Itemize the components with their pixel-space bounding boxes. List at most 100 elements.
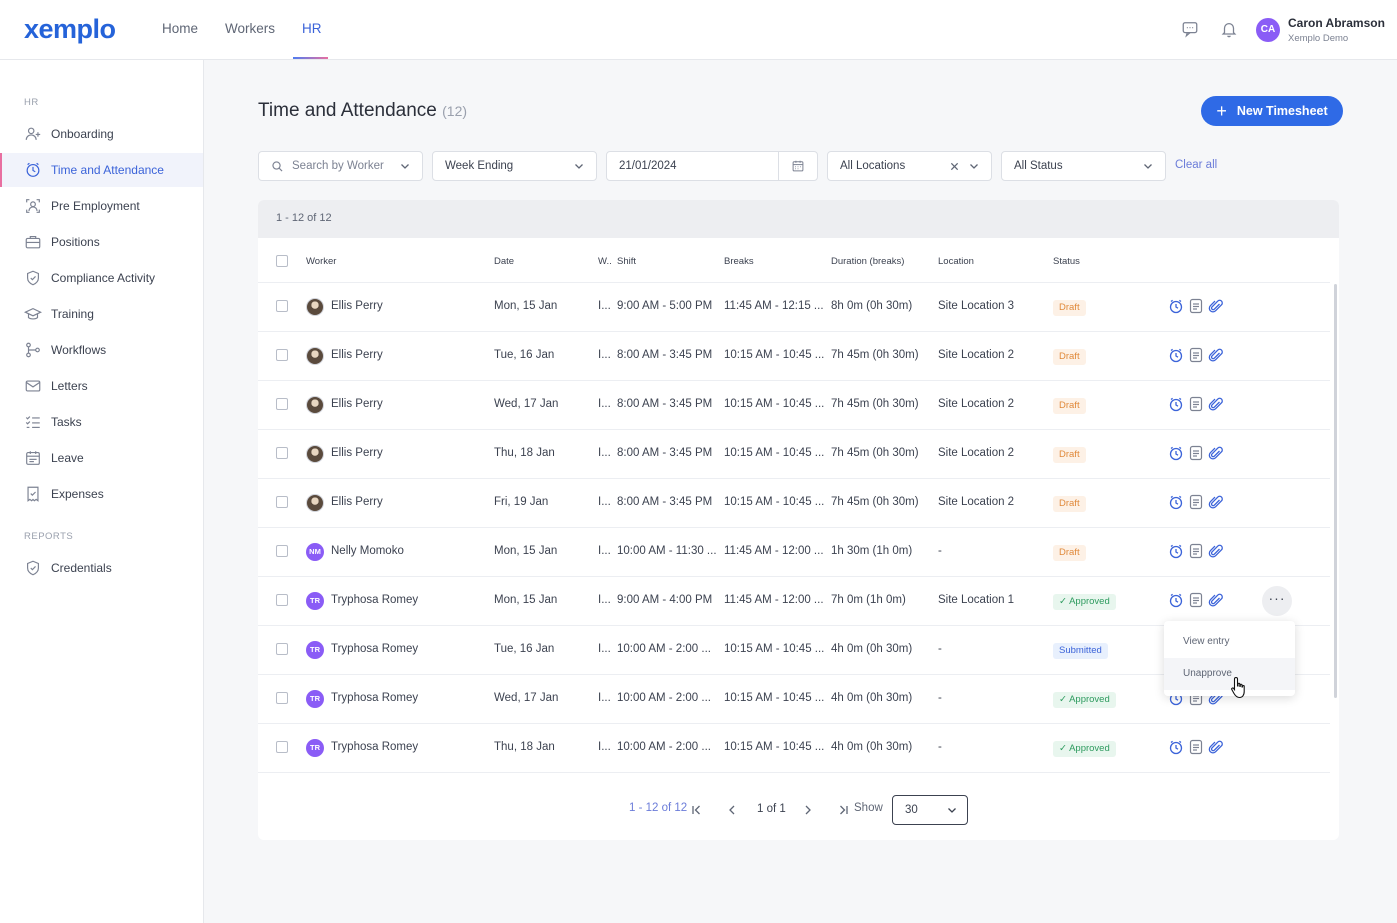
timer-icon[interactable] (1168, 592, 1184, 608)
sidebar-item-label: Compliance Activity (51, 271, 156, 285)
sidebar-item-credentials[interactable]: Credentials (0, 551, 203, 585)
worker-name[interactable]: Ellis Perry (331, 447, 383, 459)
header-worker[interactable]: Worker (306, 256, 337, 267)
header-location[interactable]: Location (938, 256, 974, 267)
document-icon[interactable] (1188, 543, 1204, 559)
worker-name[interactable]: Ellis Perry (331, 496, 383, 508)
row-checkbox[interactable] (276, 447, 288, 459)
next-page-icon[interactable] (802, 804, 814, 816)
attachment-icon[interactable] (1208, 494, 1224, 510)
row-checkbox[interactable] (276, 594, 288, 606)
document-icon[interactable] (1188, 592, 1204, 608)
timer-icon[interactable] (1168, 739, 1184, 755)
clear-location-icon[interactable] (950, 162, 959, 171)
table-scrollbar[interactable] (1334, 284, 1337, 698)
document-icon[interactable] (1188, 396, 1204, 412)
sidebar-item-pre-employment[interactable]: Pre Employment (0, 189, 203, 223)
row-checkbox[interactable] (276, 741, 288, 753)
attachment-icon[interactable] (1208, 445, 1224, 461)
nav-workers[interactable]: Workers (225, 21, 276, 36)
attachment-icon[interactable] (1208, 592, 1224, 608)
table-row[interactable]: Ellis Perry Fri, 19 Jan I... 8:00 AM - 3:45… (258, 479, 1330, 528)
document-icon[interactable] (1188, 298, 1204, 314)
worker-name[interactable]: Ellis Perry (331, 300, 383, 312)
row-checkbox[interactable] (276, 643, 288, 655)
worker-name[interactable]: Tryphosa Romey (331, 692, 419, 704)
menu-item-unapprove[interactable]: Unapprove (1164, 658, 1295, 690)
previous-page-icon[interactable] (726, 804, 738, 816)
row-checkbox[interactable] (276, 300, 288, 312)
sidebar-item-leave[interactable]: Leave (0, 441, 203, 475)
new-timesheet-button[interactable]: + New Timesheet (1201, 96, 1343, 126)
sidebar-item-onboarding[interactable]: Onboarding (0, 117, 203, 151)
row-more-actions-button[interactable]: ··· (1262, 586, 1292, 616)
timer-icon[interactable] (1168, 347, 1184, 363)
row-checkbox[interactable] (276, 398, 288, 410)
row-checkbox[interactable] (276, 349, 288, 361)
row-checkbox[interactable] (276, 545, 288, 557)
sidebar-item-compliance-activity[interactable]: Compliance Activity (0, 261, 203, 295)
worker-name[interactable]: Ellis Perry (331, 398, 383, 410)
table-row[interactable]: TR Tryphosa Romey Thu, 18 Jan I... 10:00 AM … (258, 724, 1330, 773)
bell-icon[interactable] (1220, 20, 1238, 38)
table-row[interactable]: TR Tryphosa Romey Mon, 15 Jan I... 9:00 AM -… (258, 577, 1330, 626)
worker-name[interactable]: Tryphosa Romey (331, 643, 419, 655)
nav-home[interactable]: Home (162, 21, 199, 36)
header-w[interactable]: W.. (598, 256, 612, 267)
week-ending-select[interactable]: Week Ending (432, 151, 597, 181)
timer-icon[interactable] (1168, 298, 1184, 314)
sidebar-item-expenses[interactable]: Expenses (0, 477, 203, 511)
header-shift[interactable]: Shift (617, 256, 637, 267)
chat-icon[interactable] (1181, 20, 1199, 38)
timer-icon[interactable] (1168, 445, 1184, 461)
date-input[interactable]: 21/01/2024 (606, 151, 779, 181)
header-status[interactable]: Status (1053, 256, 1080, 267)
sidebar-item-tasks[interactable]: Tasks (0, 405, 203, 439)
select-all-checkbox[interactable] (276, 255, 288, 267)
page-size-select[interactable]: 30 (892, 795, 968, 825)
worker-name[interactable]: Ellis Perry (331, 349, 383, 361)
sidebar-item-positions[interactable]: Positions (0, 225, 203, 259)
document-icon[interactable] (1188, 347, 1204, 363)
user-avatar[interactable]: CA (1256, 18, 1280, 42)
table-row[interactable]: Ellis Perry Mon, 15 Jan I... 9:00 AM - 5:00… (258, 283, 1330, 332)
sidebar-item-letters[interactable]: Letters (0, 369, 203, 403)
attachment-icon[interactable] (1208, 396, 1224, 412)
worker-name[interactable]: Nelly Momoko (331, 545, 404, 557)
table-row[interactable]: Ellis Perry Tue, 16 Jan I... 8:00 AM - 3:45… (258, 332, 1330, 381)
menu-item-view-entry[interactable]: View entry (1183, 636, 1230, 647)
header-breaks[interactable]: Breaks (724, 256, 754, 267)
row-checkbox[interactable] (276, 496, 288, 508)
table-row[interactable]: Ellis Perry Wed, 17 Jan I... 8:00 AM - 3:45… (258, 381, 1330, 430)
nav-hr[interactable]: HR (302, 21, 322, 36)
document-icon[interactable] (1188, 494, 1204, 510)
attachment-icon[interactable] (1208, 543, 1224, 559)
attachment-icon[interactable] (1208, 739, 1224, 755)
timer-icon[interactable] (1168, 494, 1184, 510)
xemplo-logo[interactable]: xemplo (24, 14, 116, 44)
header-duration[interactable]: Duration (breaks) (831, 256, 905, 267)
date-picker-button[interactable] (778, 151, 818, 181)
header-date[interactable]: Date (494, 256, 515, 267)
sidebar-item-training[interactable]: Training (0, 297, 203, 331)
timer-icon[interactable] (1168, 543, 1184, 559)
search-worker-input[interactable]: Search by Worker (258, 151, 423, 181)
table-row[interactable]: NM Nelly Momoko Mon, 15 Jan I... 10:00 AM - … (258, 528, 1330, 577)
table-row[interactable]: Ellis Perry Thu, 18 Jan I... 8:00 AM - 3:45… (258, 430, 1330, 479)
last-page-icon[interactable] (837, 804, 849, 816)
worker-name[interactable]: Tryphosa Romey (331, 594, 419, 606)
location-select[interactable]: All Locations (827, 151, 992, 181)
document-icon[interactable] (1188, 739, 1204, 755)
first-page-icon[interactable] (691, 804, 703, 816)
document-icon[interactable] (1188, 445, 1204, 461)
sidebar-item-workflows[interactable]: Workflows (0, 333, 203, 367)
timer-icon[interactable] (1168, 396, 1184, 412)
attachment-icon[interactable] (1208, 347, 1224, 363)
sidebar-item-time-and-attendance[interactable]: Time and Attendance (0, 153, 203, 187)
row-checkbox[interactable] (276, 692, 288, 704)
attachment-icon[interactable] (1208, 298, 1224, 314)
user-name[interactable]: Caron Abramson (1288, 16, 1385, 30)
worker-name[interactable]: Tryphosa Romey (331, 741, 419, 753)
status-select[interactable]: All Status (1001, 151, 1166, 181)
clear-all-link[interactable]: Clear all (1175, 159, 1218, 171)
